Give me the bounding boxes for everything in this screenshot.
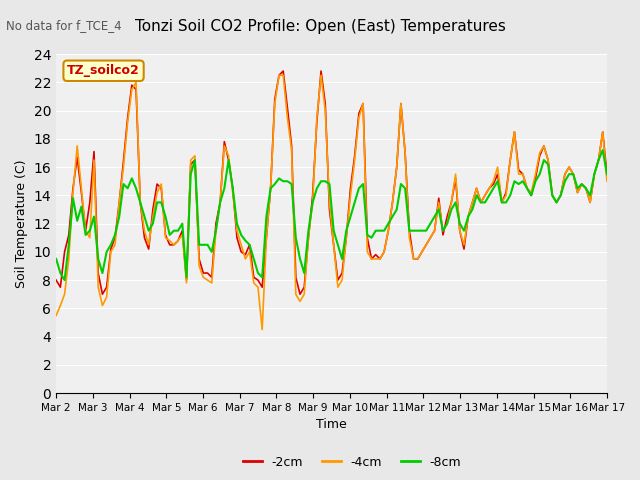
-4cm [275,72,283,78]
-4cm [99,303,106,309]
-2cm [506,157,514,163]
Line: -8cm: -8cm [56,150,607,280]
-2cm [241,252,249,258]
-2cm [603,171,611,177]
Line: -2cm: -2cm [56,71,607,294]
-4cm [603,179,611,184]
-8cm [603,171,611,177]
-8cm [225,157,232,163]
-2cm [225,157,232,163]
-4cm [502,192,510,198]
-4cm [259,327,266,333]
-8cm [52,256,60,262]
-4cm [52,312,60,318]
-8cm [502,200,510,205]
-2cm [124,115,131,120]
-8cm [498,200,506,205]
-2cm [52,277,60,283]
Text: TZ_soilco2: TZ_soilco2 [67,64,140,77]
-8cm [61,277,68,283]
-2cm [103,284,111,290]
-4cm [237,242,245,248]
Legend: -2cm, -4cm, -8cm: -2cm, -4cm, -8cm [238,451,466,474]
-8cm [599,147,607,153]
-4cm [506,157,514,163]
Line: -4cm: -4cm [56,75,607,330]
Text: Tonzi Soil CO2 Profile: Open (East) Temperatures: Tonzi Soil CO2 Profile: Open (East) Temp… [134,19,506,34]
-8cm [124,185,131,191]
-4cm [120,164,127,170]
-8cm [103,249,111,255]
Y-axis label: Soil Temperature (C): Soil Temperature (C) [15,159,28,288]
-2cm [99,291,106,297]
-8cm [241,238,249,243]
-4cm [221,143,228,149]
X-axis label: Time: Time [316,419,347,432]
-2cm [280,68,287,74]
-2cm [502,190,510,195]
Text: No data for f_TCE_4: No data for f_TCE_4 [6,19,122,32]
